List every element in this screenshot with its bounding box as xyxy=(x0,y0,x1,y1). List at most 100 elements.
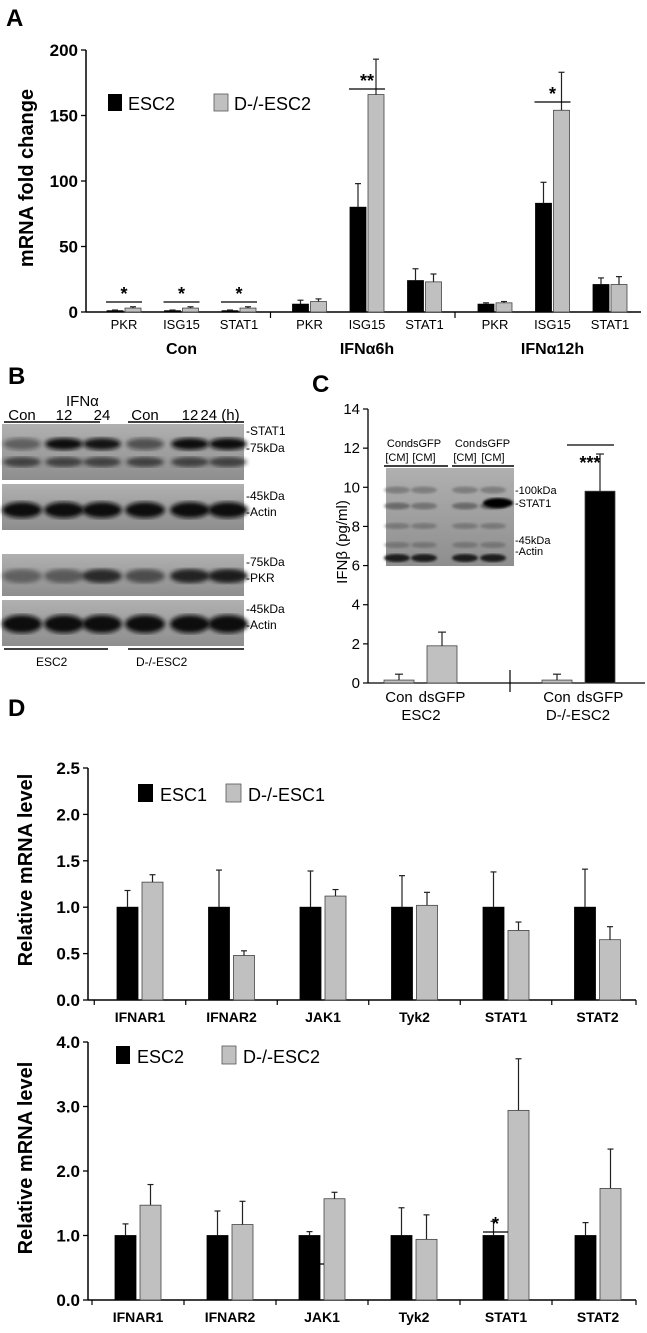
actin-band xyxy=(208,615,248,633)
pkr-band xyxy=(82,569,122,583)
legend-label-d-esc2-d: D-/-ESC2 xyxy=(243,1047,320,1067)
actin-band xyxy=(2,502,42,518)
x-tick-label: IFNAR1 xyxy=(113,1309,164,1325)
y-tick-label: 0.5 xyxy=(56,945,80,964)
legend-label-d-esc2: D-/-ESC2 xyxy=(234,94,311,114)
x-tick-label: ISG15 xyxy=(534,317,571,332)
actin-band xyxy=(82,502,122,518)
bar-DESC1-stat2 xyxy=(599,939,621,1001)
blot-c-lane-sub: [CM] xyxy=(453,452,476,464)
stat1-band-strong xyxy=(483,498,513,508)
x-tick-label: JAK1 xyxy=(304,1309,340,1325)
bar-ESC2-stat1 xyxy=(407,280,424,313)
blot-c-marker: -100kDa xyxy=(515,485,557,497)
bar-ESC1-ifnar2 xyxy=(208,906,230,1001)
panel-letter-c: C xyxy=(312,371,329,398)
pkr-band xyxy=(125,569,165,583)
actin-band xyxy=(82,615,122,633)
y-tick-label: 2 xyxy=(352,636,360,653)
bar-DESC2-isg15 xyxy=(182,307,199,313)
bar-ifnb-0 xyxy=(383,679,415,684)
chart-a-ylabel: mRNA fold change xyxy=(16,89,38,267)
bar-ESC2-ifnar2 xyxy=(206,1235,229,1301)
x-tick-label: dsGFP xyxy=(577,689,624,706)
blot-b-marker: -PKR xyxy=(246,571,275,585)
blot-b-marker: -75kDa xyxy=(246,441,285,455)
x-tick-label: PKR xyxy=(296,317,323,332)
legend-swatch-d-esc2-d xyxy=(221,1045,237,1065)
y-tick-label: 12 xyxy=(343,440,360,457)
panel-letter-a: A xyxy=(6,5,23,32)
significance-mark: ** xyxy=(304,1246,318,1266)
chart-a-legend: ESC2 D-/-ESC2 xyxy=(108,93,311,114)
bar-ESC2-stat2 xyxy=(574,1235,597,1301)
blot-b-lane-label: 12 xyxy=(56,407,73,424)
pkr-band xyxy=(170,569,210,583)
stat1-band xyxy=(3,438,41,450)
pkr-band xyxy=(208,569,248,583)
x-tick-label: IFNAR2 xyxy=(205,1309,256,1325)
bar-DESC1-ifnar2 xyxy=(233,955,255,1001)
legend-label-d-esc1: D-/-ESC1 xyxy=(248,785,325,805)
blot-c-lane-sub: [CM] xyxy=(481,452,504,464)
x-tick-label: JAK1 xyxy=(305,1009,341,1025)
bar-ESC2-tyk2 xyxy=(390,1235,413,1301)
chart-c-ylabel: IFNβ (pg/ml) xyxy=(334,500,351,584)
blot-c-marker: -45kDa xyxy=(515,535,551,547)
bar-DESC2-isg15 xyxy=(367,94,385,313)
chart-d2: Relative mRNA level 0.0 1.0 2.0 3.0 4.0 IFNA… xyxy=(15,1033,637,1325)
stat1-band xyxy=(126,438,164,450)
blot-c-marker: -STAT1 xyxy=(515,498,551,510)
x-tick-label: STAT1 xyxy=(485,1309,527,1325)
y-tick-label: 10 xyxy=(343,479,360,496)
stat1-band xyxy=(171,438,209,450)
y-tick-label: 50 xyxy=(59,238,78,257)
significance-mark: * xyxy=(120,284,127,304)
blot-b-group-d-esc2: D-/-ESC2 xyxy=(136,655,188,669)
y-tick-label: 0.0 xyxy=(56,1291,80,1310)
actin-band xyxy=(125,615,165,633)
actin-band xyxy=(2,615,42,633)
significance-mark: ** xyxy=(360,71,374,91)
x-tick-label: STAT1 xyxy=(485,1009,527,1025)
bar-ESC2-ifnar1 xyxy=(114,1235,137,1301)
bar-ESC2-stat1 xyxy=(221,310,239,313)
group-label: ESC2 xyxy=(401,707,440,724)
x-tick-label: ISG15 xyxy=(163,317,200,332)
legend-swatch-d-esc1 xyxy=(225,783,242,803)
bar-ifnb-2 xyxy=(541,679,573,684)
western-blot-b: IFNα Con 12 24 Con 12 24 (h) -STAT1-75kDa-45k… xyxy=(2,393,286,669)
blot-b-marker: -Actin xyxy=(246,618,277,632)
bar-ESC1-stat1 xyxy=(482,906,505,1001)
chart-d1: Relative mRNA level 0.0 0.5 1.0 1.5 2.0 2.5 I… xyxy=(15,759,637,1025)
blot-b-lane-label: Con xyxy=(8,407,36,424)
blot-b-marker: -45kDa xyxy=(246,602,285,616)
actin-band xyxy=(170,615,210,633)
blot-b-lane-label: 24 xyxy=(94,407,111,424)
blot-c-lane-label: Con xyxy=(455,438,475,450)
actin-band xyxy=(170,502,210,518)
bar-ifnb-1 xyxy=(426,645,458,684)
chart-a: mRNA fold change 0 50 100 150 200 PKR ISG15 ST… xyxy=(16,41,641,358)
actin-band xyxy=(125,502,165,518)
significance-mark: *** xyxy=(579,453,600,473)
legend-swatch-esc1 xyxy=(138,784,153,802)
blot-b-lane-label: 24 (h) xyxy=(200,407,239,424)
pkr-band xyxy=(44,569,84,583)
bar-DESC2-isg15 xyxy=(553,109,570,313)
bar-DESC2-pkr xyxy=(495,302,513,313)
bar-DESC1-stat1 xyxy=(507,930,530,1001)
y-tick-label: 0.0 xyxy=(56,991,80,1010)
x-tick-label: STAT2 xyxy=(576,1009,618,1025)
x-tick-label: STAT1 xyxy=(220,317,259,332)
y-tick-label: 4.0 xyxy=(56,1033,80,1052)
y-tick-label: 150 xyxy=(50,107,78,126)
stat1-band xyxy=(45,438,83,450)
bar-DESC2-pkr xyxy=(124,307,142,313)
y-tick-label: 4 xyxy=(352,597,360,614)
bar-DESC2-stat1 xyxy=(239,307,257,313)
y-tick-label: 100 xyxy=(50,172,78,191)
group-label: Con xyxy=(166,341,197,358)
blot-b-marker: -75kDa xyxy=(246,555,285,569)
bar-DESC2-stat1 xyxy=(507,1109,530,1301)
